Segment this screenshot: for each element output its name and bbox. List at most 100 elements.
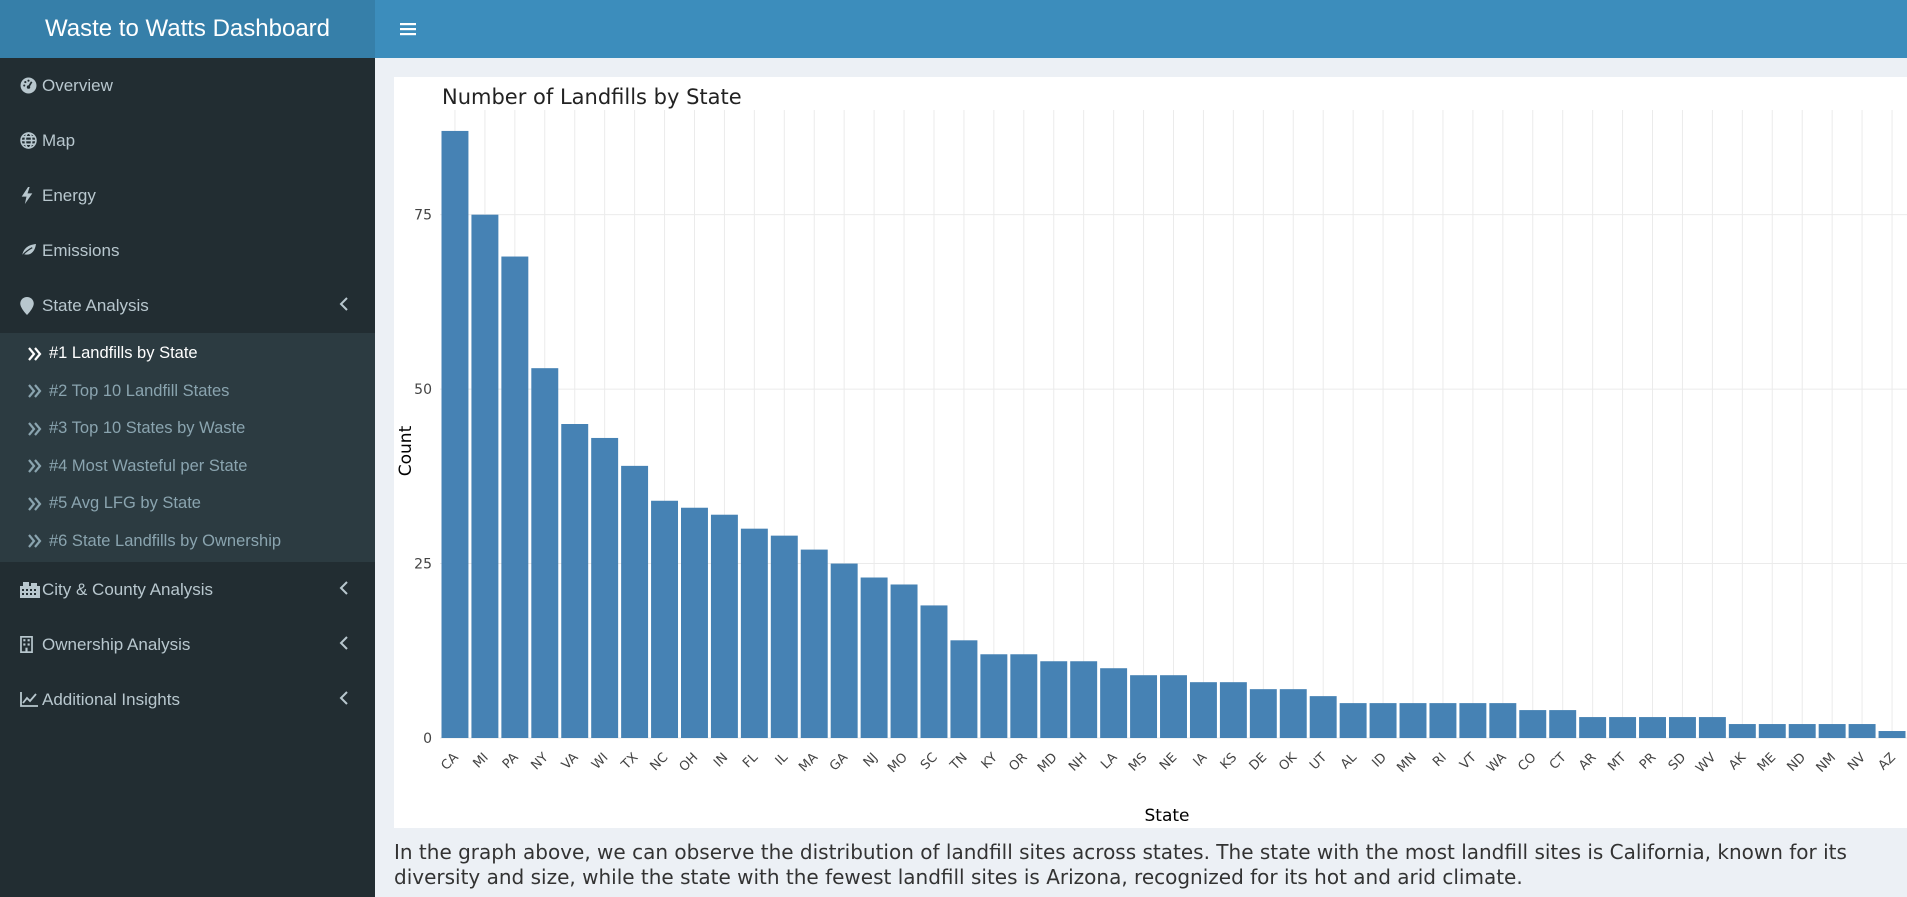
sidebar-subitem-landfills-by-state[interactable]: #1 Landfills by State [0, 335, 375, 373]
bar-mn[interactable] [1399, 703, 1427, 738]
sidebar-item-label: Emissions [42, 240, 120, 260]
sidebar-item-state-analysis[interactable]: State Analysis [0, 278, 375, 333]
bar-nm[interactable] [1818, 724, 1846, 738]
bar-ia[interactable] [1189, 682, 1217, 738]
landfills-chart-panel: Number of Landfills by State 0 25 50 75 CA M… [394, 77, 1907, 828]
x-tick-label: OR [1006, 750, 1030, 774]
sidebar-item-additional-insights[interactable]: Additional Insights [0, 672, 375, 727]
y-tick-label: 50 [414, 382, 432, 398]
sidebar-item-label: Energy [42, 185, 96, 205]
sidebar-item-label: Additional Insights [42, 689, 180, 709]
chevron-left-icon [339, 296, 349, 316]
bar-nd[interactable] [1788, 724, 1816, 738]
bar-nc[interactable] [651, 500, 679, 738]
sidebar-toggle-button[interactable] [391, 13, 425, 45]
bar-ny[interactable] [531, 368, 559, 738]
bar-wv[interactable] [1698, 717, 1726, 738]
x-tick-label: OK [1276, 750, 1300, 774]
bar-ca[interactable] [441, 130, 469, 738]
y-tick-label: 0 [423, 731, 432, 747]
bar-tx[interactable] [621, 465, 649, 738]
bar-al[interactable] [1339, 703, 1367, 738]
sidebar-item-overview[interactable]: Overview [0, 58, 375, 113]
sidebar-item-label: Map [42, 130, 76, 150]
sidebar-subitem-landfills-by-ownership[interactable]: #6 State Landfills by Ownership [0, 523, 375, 561]
bar-ar[interactable] [1579, 717, 1607, 738]
double-chevron-right-icon [27, 422, 47, 436]
double-chevron-right-icon [27, 534, 47, 548]
bar-or[interactable] [1010, 654, 1038, 738]
bar-pa[interactable] [501, 256, 529, 738]
x-tick-label: PA [500, 750, 522, 772]
sidebar-item-ownership[interactable]: Ownership Analysis [0, 617, 375, 672]
bar-de[interactable] [1249, 689, 1277, 738]
bar-la[interactable] [1100, 668, 1128, 738]
bar-me[interactable] [1758, 724, 1786, 738]
sidebar-subitem-top10-landfill-states[interactable]: #2 Top 10 Landfill States [0, 373, 375, 411]
app-title: Waste to Watts Dashboard [0, 0, 375, 58]
x-tick-label: WV [1693, 750, 1719, 776]
bar-nh[interactable] [1070, 661, 1098, 738]
sidebar-subitem-top10-states-by-waste[interactable]: #3 Top 10 States by Waste [0, 410, 375, 448]
bar-pr[interactable] [1639, 717, 1666, 738]
bar-ms[interactable] [1130, 675, 1158, 738]
sidebar-item-energy[interactable]: Energy [0, 168, 375, 223]
bar-ut[interactable] [1309, 696, 1337, 738]
sidebar-item-map[interactable]: Map [0, 113, 375, 168]
bar-nj[interactable] [860, 577, 888, 738]
bar-fl[interactable] [740, 528, 768, 738]
bar-tn[interactable] [950, 640, 978, 738]
bar-mt[interactable] [1609, 717, 1637, 738]
bar-sc[interactable] [920, 605, 948, 738]
x-tick-label: NV [1845, 750, 1869, 774]
bar-ga[interactable] [830, 563, 858, 738]
bar-nv[interactable] [1848, 724, 1876, 738]
building-icon [20, 581, 42, 598]
bar-ct[interactable] [1549, 710, 1577, 738]
x-tick-label: NM [1814, 750, 1839, 775]
bolt-icon [20, 187, 42, 204]
bar-ma[interactable] [800, 549, 828, 738]
x-tick-label: VT [1457, 750, 1480, 773]
double-chevron-right-icon [27, 384, 47, 398]
bar-ri[interactable] [1429, 703, 1457, 738]
bar-va[interactable] [561, 424, 589, 738]
top-navbar [375, 0, 1907, 58]
bar-co[interactable] [1519, 710, 1547, 738]
bar-ok[interactable] [1279, 689, 1307, 738]
bar-wa[interactable] [1489, 703, 1517, 738]
bar-md[interactable] [1040, 661, 1068, 738]
bar-wi[interactable] [591, 437, 619, 738]
x-tick-label: AZ [1876, 750, 1899, 773]
x-tick-label: UT [1307, 750, 1330, 773]
bar-sd[interactable] [1668, 717, 1696, 738]
x-axis-title: State [1145, 806, 1190, 826]
sidebar-item-emissions[interactable]: Emissions [0, 223, 375, 278]
x-tick-label: FL [740, 750, 762, 772]
bar-chart[interactable]: 0 25 50 75 CA MI PA NY VA WI TX NC OH IN FL IL MA GA NJ MO… [394, 77, 1907, 828]
bar-il[interactable] [770, 535, 798, 738]
sidebar-subitem-avg-lfg[interactable]: #5 Avg LFG by State [0, 485, 375, 523]
bar-ky[interactable] [980, 654, 1008, 738]
sidebar-subitem-most-wasteful[interactable]: #4 Most Wasteful per State [0, 448, 375, 486]
x-tick-label: IL [773, 750, 792, 769]
bar-ak[interactable] [1728, 724, 1756, 738]
x-tick-label: MI [470, 750, 491, 771]
chevron-left-icon [339, 690, 349, 710]
office-icon [20, 636, 42, 653]
bar-in[interactable] [710, 514, 738, 738]
bar-mo[interactable] [890, 584, 918, 738]
bar-id[interactable] [1369, 703, 1397, 738]
bar-mi[interactable] [471, 214, 499, 738]
sidebar-subitem-label: #4 Most Wasteful per State [49, 456, 248, 475]
chart-title: Number of Landfills by State [442, 85, 742, 109]
bar-ks[interactable] [1219, 682, 1247, 738]
bar-vt[interactable] [1459, 703, 1487, 738]
sidebar-subitem-label: #1 Landfills by State [49, 344, 198, 363]
x-tick-label: DE [1247, 750, 1271, 774]
bar-az[interactable] [1878, 731, 1906, 738]
sidebar-subitem-label: #5 Avg LFG by State [49, 494, 201, 513]
bar-oh[interactable] [681, 507, 708, 738]
sidebar-item-city-county[interactable]: City & County Analysis [0, 562, 375, 617]
bar-ne[interactable] [1160, 675, 1187, 738]
